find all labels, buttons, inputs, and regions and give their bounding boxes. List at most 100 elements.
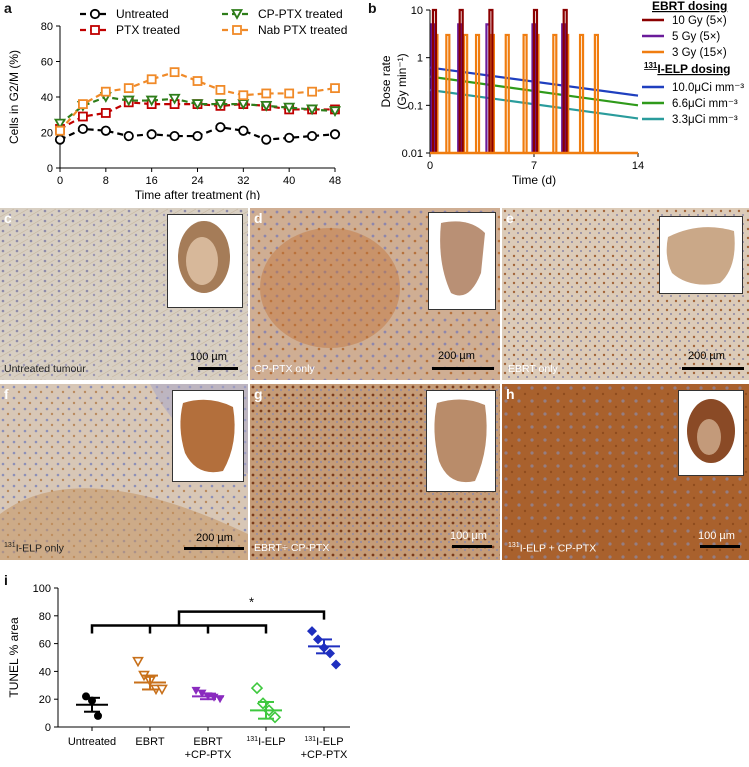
micrograph-h: 131I-ELP + CP-PTX 100 µm	[502, 384, 749, 560]
micrograph-f: 131I-ELP only 200 µm	[0, 384, 248, 560]
data-point-i	[331, 659, 341, 670]
inset-whole-section-g	[426, 390, 496, 492]
category-label-isotope-4: 131	[304, 736, 316, 743]
inset-whole-section-c	[167, 214, 243, 308]
data-point-2	[122, 95, 135, 107]
y-tick-label-i: 0	[45, 722, 51, 734]
caption-d: CP-PTX only	[254, 363, 315, 375]
y-tick-label-b: 0.01	[402, 148, 423, 160]
x-tick-label-a: 40	[283, 175, 295, 187]
y-tick-label-b: 10	[411, 5, 423, 17]
data-point-i	[94, 711, 102, 720]
data-point-2	[145, 95, 158, 107]
y-tick-label-b: 0.1	[408, 100, 423, 112]
y-axis-unit-b: (Gy min⁻¹)	[395, 53, 409, 109]
x-tick-label-b: 7	[531, 160, 537, 172]
category-label-text-3: I-ELP	[258, 736, 286, 748]
data-point-0	[169, 130, 180, 142]
category-label-4: 131I-ELP	[304, 736, 343, 748]
caption-f-text: I-ELP only	[15, 542, 64, 555]
data-point-2	[283, 102, 296, 114]
category-label-1: EBRT	[135, 736, 164, 748]
micrograph-e: EBRT only 200 µm	[502, 208, 749, 380]
legend-marker-2	[230, 9, 244, 20]
data-point-3	[192, 76, 203, 86]
category-label-2: +CP-PTX	[185, 749, 232, 761]
legend-label-ebrt-0: 10 Gy (5×)	[672, 15, 727, 27]
data-point-2	[214, 99, 227, 110]
legend-label-elp-0: 10.0μCi mm⁻³	[672, 82, 744, 94]
panel-label-e: e	[506, 210, 514, 226]
data-point-0	[146, 129, 157, 140]
caption-e: EBRT only	[508, 363, 558, 375]
data-point-0	[238, 125, 249, 136]
y-tick-label-a: 0	[47, 163, 53, 175]
data-point-3	[146, 74, 157, 85]
y-tick-label-b: 1	[417, 53, 423, 65]
scale-label-f: 200 µm	[196, 532, 233, 544]
data-point-2	[191, 99, 204, 110]
chart-b: 0.01 0.1 1 10 0 7 14 Time (d) Dose rate (Gy min⁻¹…	[379, 0, 744, 187]
ebrt-pulse-2	[593, 33, 599, 153]
micrograph-d: CP-PTX only 200 µm	[250, 208, 500, 380]
data-point-i	[250, 681, 264, 695]
data-point-3	[78, 99, 88, 109]
chart-a: 0 20 40 60 80 0 8 16 24 32 40 48 Time after treatmen…	[7, 7, 347, 200]
y-tick-label-i: 100	[33, 583, 51, 595]
ebrt-pulse-0	[532, 8, 539, 153]
ebrt-pulse-2	[445, 33, 451, 153]
scale-label-e: 200 µm	[688, 350, 725, 362]
data-point-i	[156, 684, 168, 696]
data-point-3	[55, 125, 65, 136]
y-axis-label-b: Dose rate	[379, 55, 393, 107]
inset-whole-section-h	[678, 390, 744, 476]
x-tick-label-a: 24	[191, 175, 203, 187]
data-point-0	[329, 129, 341, 140]
chart-i: 0 20 40 60 80 100 TUNEL % area Untreated EBRT EBR…	[7, 583, 350, 761]
data-point-3	[123, 83, 134, 94]
data-point-2	[53, 118, 67, 130]
legend-label-0: Untreated	[116, 7, 169, 21]
ebrt-pulse-0	[458, 8, 464, 153]
scale-bar-g	[452, 545, 492, 548]
significance-bracket-upper	[177, 610, 326, 626]
data-point-0	[306, 130, 318, 142]
y-tick-label-i: 60	[39, 639, 51, 651]
caption-h-isotope: 131	[508, 542, 520, 549]
data-point-i	[191, 686, 201, 695]
legend-label-1: PTX treated	[116, 23, 180, 37]
category-label-isotope-3: 131	[246, 736, 258, 743]
data-point-i	[307, 626, 317, 637]
y-tick-label-i: 40	[39, 666, 51, 678]
caption-h: 131I-ELP + CP-PTX	[508, 542, 596, 555]
data-point-2	[306, 104, 319, 116]
legend-label-2: CP-PTX treated	[258, 7, 343, 21]
panel-label-a: a	[4, 0, 12, 16]
data-point-3	[238, 90, 249, 101]
scale-label-c: 100 µm	[190, 351, 227, 363]
inset-whole-section-f	[172, 390, 244, 482]
x-tick-label-a: 16	[146, 175, 158, 187]
legend-marker-0	[89, 8, 101, 20]
category-label-3: 131I-ELP	[246, 736, 285, 748]
scale-bar-e	[682, 367, 744, 370]
panel-label-d: d	[254, 210, 263, 226]
y-tick-label-a: 40	[41, 92, 53, 104]
panel-label-g: g	[254, 386, 263, 402]
y-tick-label-i: 20	[39, 694, 51, 706]
ebrt-pulse-2	[522, 33, 528, 153]
x-tick-label-a: 8	[103, 175, 109, 187]
legend-marker-3	[232, 25, 242, 35]
caption-h-text: I-ELP + CP-PTX	[519, 542, 597, 555]
legend-label-elp-1: 6.6μCi mm⁻³	[672, 98, 738, 110]
data-point-3	[307, 86, 317, 97]
scale-bar-c	[198, 367, 238, 370]
x-axis-label-b: Time (d)	[512, 173, 556, 187]
ebrt-pulse-2	[474, 33, 481, 153]
data-point-2	[328, 106, 342, 118]
y-tick-label-a: 80	[41, 21, 53, 33]
data-point-0	[192, 130, 203, 142]
x-tick-label-a: 0	[57, 175, 63, 187]
data-point-1	[78, 111, 88, 122]
y-tick-label-i: 80	[39, 611, 51, 623]
